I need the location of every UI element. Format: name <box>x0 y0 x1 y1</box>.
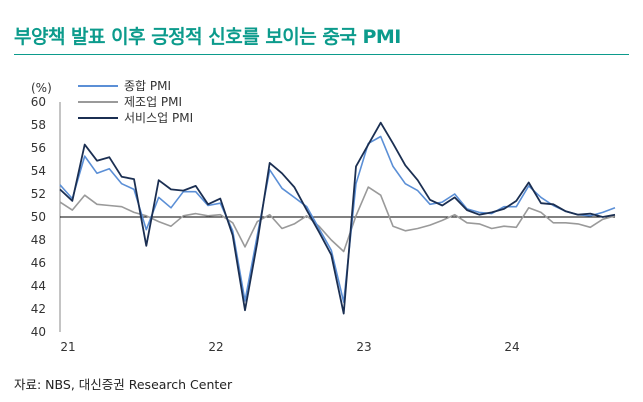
y-tick-label: 56 <box>31 141 46 155</box>
legend-item-services: 서비스업 PMI <box>78 111 193 125</box>
y-tick-label: 40 <box>31 325 46 339</box>
y-tick-label: 48 <box>31 233 46 247</box>
chart-title: 부양책 발표 이후 긍정적 신호를 보이는 중국 PMI <box>14 26 401 48</box>
x-tick-label: 23 <box>356 340 371 354</box>
y-tick-label: 46 <box>31 256 46 270</box>
series-lines <box>59 121 616 315</box>
legend-label: 서비스업 PMI <box>124 111 193 125</box>
y-tick-label: 54 <box>31 164 46 178</box>
x-tick-label: 24 <box>504 340 519 354</box>
legend-item-manufacturing: 제조업 PMI <box>78 95 182 109</box>
services-pmi-line <box>59 121 616 315</box>
y-tick-label: 50 <box>31 210 46 224</box>
y-tick-label: 42 <box>31 302 46 316</box>
y-tick-label: 44 <box>31 279 46 293</box>
x-tick-label: 21 <box>60 340 75 354</box>
legend-item-composite: 종합 PMI <box>78 79 171 93</box>
manufacturing-pmi-line <box>59 186 616 253</box>
y-tick-label: 58 <box>31 118 46 132</box>
source-note: 자료: NBS, 대신증권 Research Center <box>14 377 233 392</box>
legend-label: 제조업 PMI <box>124 95 182 109</box>
legend-label: 종합 PMI <box>124 79 171 93</box>
legend: 종합 PMI 제조업 PMI 서비스업 PMI <box>78 79 193 125</box>
title-underline <box>14 54 629 55</box>
x-tick-label: 22 <box>208 340 223 354</box>
y-tick-label: 60 <box>31 95 46 109</box>
composite-pmi-line <box>59 135 616 303</box>
x-axis-ticks: 21 22 23 24 <box>60 340 519 354</box>
y-tick-label: 52 <box>31 187 46 201</box>
y-axis-unit: (%) <box>31 81 52 95</box>
y-axis-ticks: 40 42 44 46 48 50 52 54 56 58 60 <box>31 95 46 339</box>
